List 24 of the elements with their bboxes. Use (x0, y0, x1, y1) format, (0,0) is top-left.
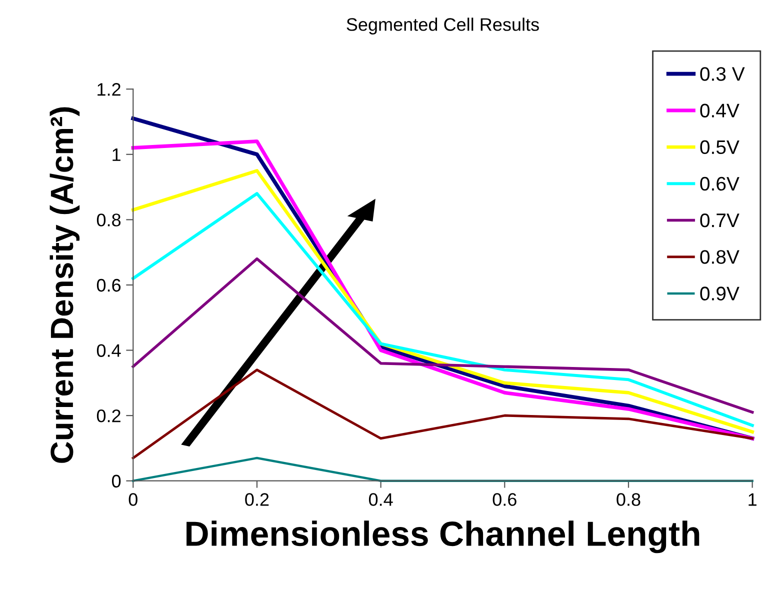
x-tick-label: 0 (128, 493, 138, 506)
legend-label: 0.6V (700, 176, 740, 191)
x-tick-label: 0.6 (492, 493, 516, 506)
x-axis-title: Dimensionless Channel Length (186, 520, 700, 554)
legend-label: 0.4V (700, 104, 740, 118)
x-tick-label: 0.8 (616, 493, 640, 506)
y-tick-label: 0.8 (96, 214, 121, 226)
legend-label: 0.3 V (700, 67, 745, 81)
legend-label: 0.8V (700, 250, 740, 264)
y-tick-label: 0.4 (96, 344, 121, 357)
line-series (132, 368, 754, 460)
y-tick-label: 0.6 (96, 278, 121, 292)
x-tick-label: 0.2 (245, 493, 269, 506)
legend-label: 0.5V (700, 140, 740, 154)
x-tick-label: 0.4 (368, 493, 393, 506)
y-axis-title: Current Density (A/cm²) (50, 107, 80, 463)
y-tick-label: 0.2 (96, 409, 120, 422)
chart-title: Segmented Cell Results (346, 18, 539, 35)
x-tick-label: 1 (748, 493, 756, 506)
y-tick-label: 0 (112, 474, 121, 488)
legend-label: 0.7V (700, 213, 740, 228)
y-tick-label: 1 (112, 148, 120, 161)
y-tick-label: 1.2 (98, 83, 120, 96)
legend-label: 0.9V (700, 286, 740, 300)
